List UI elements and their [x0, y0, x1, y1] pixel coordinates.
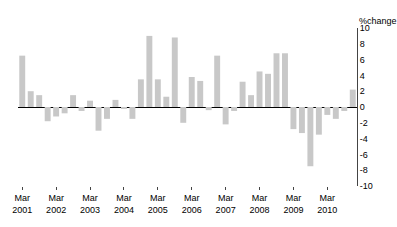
svg-text:Mar2006: Mar2006 [182, 193, 202, 215]
svg-text:Mar2008: Mar2008 [250, 193, 270, 215]
svg-text:0: 0 [360, 102, 365, 112]
svg-text:2: 2 [360, 86, 365, 96]
svg-text:Mar2010: Mar2010 [317, 193, 337, 215]
svg-text:Mar2002: Mar2002 [46, 193, 66, 215]
svg-text:10: 10 [360, 23, 370, 33]
svg-text:Mar2005: Mar2005 [148, 193, 168, 215]
svg-text:-2: -2 [360, 118, 368, 128]
svg-text:-8: -8 [360, 165, 368, 175]
svg-text:Mar2007: Mar2007 [216, 193, 236, 215]
svg-text:Mar2009: Mar2009 [283, 193, 303, 215]
svg-text:-6: -6 [360, 150, 368, 160]
svg-text:4: 4 [360, 71, 365, 81]
svg-text:8: 8 [360, 39, 365, 49]
svg-text:Mar2003: Mar2003 [80, 193, 100, 215]
svg-text:-4: -4 [360, 134, 368, 144]
svg-text:6: 6 [360, 55, 365, 65]
svg-text:%change: %change [359, 16, 397, 26]
svg-text:Mar2004: Mar2004 [114, 193, 134, 215]
svg-text:-10: -10 [360, 181, 373, 191]
svg-text:Mar2001: Mar2001 [12, 193, 32, 215]
